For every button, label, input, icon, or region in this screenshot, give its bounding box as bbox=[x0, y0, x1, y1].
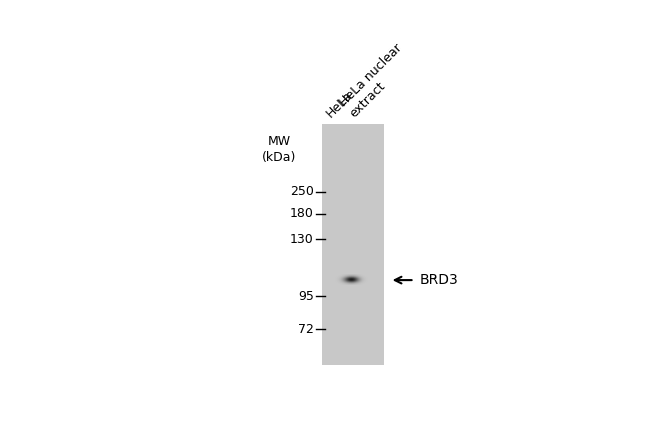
Text: 95: 95 bbox=[298, 290, 314, 303]
Text: 72: 72 bbox=[298, 323, 314, 336]
Text: 250: 250 bbox=[290, 185, 314, 198]
Text: 180: 180 bbox=[290, 207, 314, 220]
Text: BRD3: BRD3 bbox=[419, 273, 458, 287]
Text: HeLa nuclear
extract: HeLa nuclear extract bbox=[337, 42, 415, 120]
Bar bbox=[322, 124, 384, 365]
Text: HeLa: HeLa bbox=[324, 88, 356, 120]
Text: 130: 130 bbox=[290, 233, 314, 246]
Text: MW
(kDa): MW (kDa) bbox=[262, 135, 296, 164]
